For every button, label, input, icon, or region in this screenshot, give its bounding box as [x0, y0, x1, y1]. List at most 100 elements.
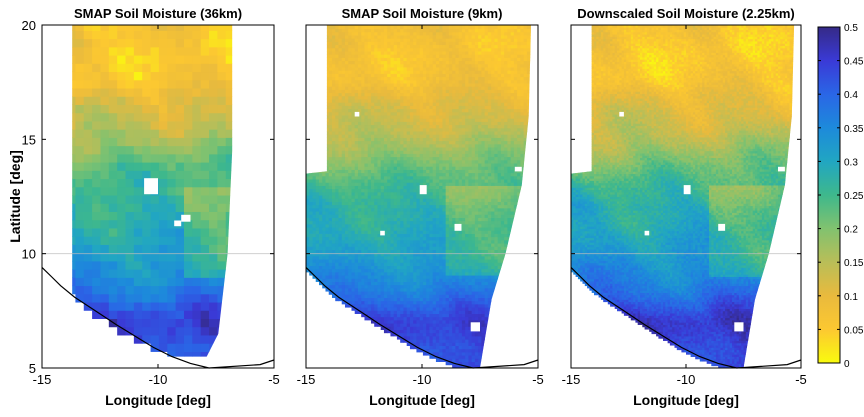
heatmap-cell — [92, 129, 101, 138]
heatmap-cell — [125, 170, 135, 180]
heatmap-cell — [445, 339, 450, 343]
heatmap-cell — [426, 217, 430, 222]
heatmap-cell — [117, 38, 126, 48]
heatmap-cell — [318, 259, 323, 263]
heatmap-cell — [487, 287, 492, 292]
heatmap-cell — [374, 233, 378, 238]
heatmap-cell — [117, 46, 126, 56]
heatmap-cell — [312, 249, 317, 254]
heatmap-cell — [393, 246, 398, 250]
heatmap-cell — [471, 291, 476, 295]
heatmap-cell — [484, 294, 489, 298]
heatmap-cell — [200, 211, 210, 221]
heatmap-cell — [351, 265, 356, 270]
heatmap-cell — [234, 121, 243, 130]
heatmap-cell — [167, 269, 177, 278]
heatmap-cell — [364, 316, 369, 321]
heatmap-cell — [491, 201, 495, 206]
heatmap-cell — [380, 204, 385, 209]
heatmap-cell — [92, 293, 101, 303]
heatmap-cell — [520, 297, 525, 302]
heatmap-cell — [452, 172, 456, 177]
heatmap-cell — [331, 211, 336, 215]
heatmap-cell — [471, 361, 476, 366]
heatmap-cell — [331, 275, 336, 279]
heatmap-cell — [471, 239, 476, 244]
heatmap-cell — [108, 293, 118, 303]
heatmap-cell — [445, 227, 450, 231]
heatmap-cell — [328, 207, 333, 212]
heatmap-cell — [242, 228, 251, 237]
heatmap-cell — [322, 281, 326, 286]
heatmap-cell — [331, 227, 336, 231]
heatmap-cell — [471, 335, 476, 340]
heatmap-cell — [354, 185, 359, 190]
heatmap-cell — [458, 271, 463, 276]
heatmap-cell — [500, 185, 505, 190]
heatmap-cell — [422, 204, 427, 209]
heatmap-cell — [455, 233, 460, 238]
heatmap-cell — [183, 104, 193, 114]
heatmap-cell — [374, 195, 378, 199]
heatmap-cell — [335, 166, 339, 170]
heatmap-cell — [125, 260, 135, 270]
heatmap-cell — [406, 262, 411, 266]
heatmap-cell — [242, 245, 251, 254]
heatmap-cell — [331, 239, 336, 244]
heatmap-cell — [357, 220, 362, 225]
heatmap-cell — [487, 169, 492, 174]
heatmap-cell — [92, 162, 101, 171]
heatmap-cell — [497, 243, 502, 247]
heatmap-cell — [513, 358, 518, 362]
heatmap-cell — [471, 236, 476, 241]
heatmap-cell — [494, 294, 499, 298]
heatmap-cell — [242, 310, 251, 319]
heatmap-cell — [50, 187, 59, 196]
heatmap-cell — [325, 278, 330, 282]
heatmap-cell — [445, 236, 450, 241]
heatmap-cell — [500, 230, 505, 234]
heatmap-cell — [251, 269, 260, 278]
heatmap-cell — [435, 211, 440, 215]
heatmap-cell — [416, 310, 421, 314]
heatmap-cell — [513, 281, 518, 286]
heatmap-cell — [341, 195, 346, 199]
heatmap-cell — [497, 211, 502, 215]
heatmap-cell — [183, 310, 193, 320]
heatmap-cell — [318, 169, 323, 174]
heatmap-cell — [497, 214, 502, 218]
heatmap-cell — [465, 214, 469, 218]
heatmap-cell — [513, 243, 518, 247]
heatmap-cell — [72, 30, 76, 40]
heatmap-cell — [393, 207, 398, 212]
heatmap-cell — [328, 246, 333, 250]
heatmap-cell — [484, 236, 489, 241]
heatmap-cell — [439, 300, 443, 305]
heatmap-cell — [468, 300, 473, 305]
heatmap-cell — [325, 195, 330, 199]
heatmap-cell — [458, 355, 463, 359]
heatmap-cell — [377, 172, 382, 177]
heatmap-cell — [439, 310, 443, 314]
heatmap-cell — [455, 204, 460, 209]
heatmap-cell — [491, 326, 495, 330]
heatmap-cell — [478, 179, 482, 183]
heatmap-cell — [341, 275, 346, 279]
heatmap-cell — [413, 316, 417, 321]
heatmap-cell — [344, 195, 349, 199]
heatmap-cell — [183, 121, 193, 130]
heatmap-cell — [455, 191, 460, 196]
heatmap-cell — [494, 268, 499, 273]
heatmap-cell — [419, 345, 424, 350]
heatmap-cell — [403, 252, 408, 257]
heatmap-cell — [455, 335, 460, 340]
heatmap-cell — [374, 265, 378, 270]
heatmap-cell — [435, 351, 440, 356]
heatmap-cell — [183, 71, 193, 81]
heatmap-cell — [435, 316, 440, 321]
heatmap-cell — [474, 185, 479, 190]
heatmap-cell — [142, 71, 151, 81]
heatmap-cell — [361, 246, 365, 250]
heatmap-cell — [520, 348, 525, 353]
heatmap-cell — [432, 307, 437, 311]
